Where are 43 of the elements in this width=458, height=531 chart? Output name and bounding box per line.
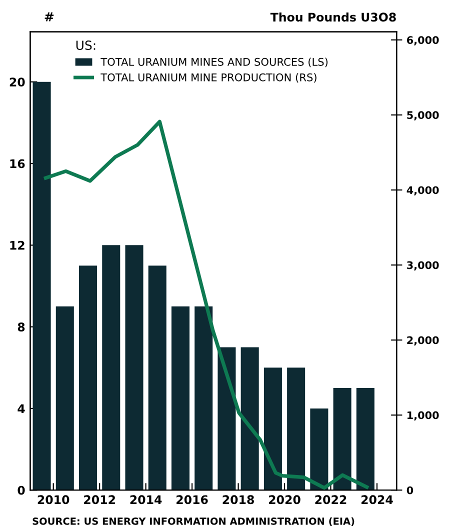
x-tick-label: 2022 — [315, 495, 346, 504]
y2-tick-label: 4,000 — [406, 186, 439, 196]
y2-axis-title: Thou Pounds U3O8 — [270, 12, 396, 22]
x-tick-label: 2014 — [130, 495, 162, 504]
bar — [56, 306, 74, 490]
legend-label: TOTAL URANIUM MINE PRODUCTION (RS) — [100, 73, 316, 83]
legend-label: TOTAL URANIUM MINES AND SOURCES (LS) — [100, 58, 328, 68]
x-tick-label: 2024 — [361, 495, 393, 504]
y-tick-label: 0 — [18, 486, 25, 495]
bar — [287, 368, 306, 490]
y-tick-label: 20 — [10, 78, 25, 87]
y2-tick-label: 3,000 — [407, 261, 439, 270]
source-note: SOURCE: US ENERGY INFORMATION ADMINISTRATION (EIA) — [32, 517, 354, 526]
x-tick-label: 2010 — [38, 495, 70, 504]
bar — [194, 306, 213, 490]
y2-tick-label: 5,000 — [407, 111, 439, 120]
x-tick-label: 2016 — [176, 495, 208, 504]
bar — [264, 368, 282, 490]
x-tick-label: 2020 — [269, 495, 300, 504]
bar — [218, 347, 236, 490]
bar — [79, 266, 98, 490]
y2-tick-label: 2,000 — [407, 336, 439, 346]
bar — [148, 266, 166, 490]
y-tick-label: 12 — [10, 240, 24, 250]
bar — [32, 82, 51, 490]
legend-title: US: — [76, 40, 96, 50]
y-tick-label: 16 — [10, 159, 25, 168]
x-tick-label: 2018 — [222, 495, 254, 504]
y-tick-label: 8 — [18, 322, 25, 332]
y2-tick-label: 1,000 — [408, 411, 439, 421]
bar — [125, 245, 144, 490]
bar — [356, 388, 374, 490]
line-series — [44, 120, 369, 490]
bar — [333, 388, 352, 490]
y2-tick-label: 6,000 — [406, 36, 439, 46]
x-tick-label: 2012 — [84, 495, 115, 504]
y2-tick-label: 0 — [406, 486, 414, 494]
bar — [171, 306, 190, 490]
bar — [310, 408, 328, 490]
bar — [240, 347, 259, 490]
bar — [102, 245, 120, 490]
y-axis-title: # — [44, 12, 54, 22]
y-tick-label: 4 — [18, 404, 25, 413]
